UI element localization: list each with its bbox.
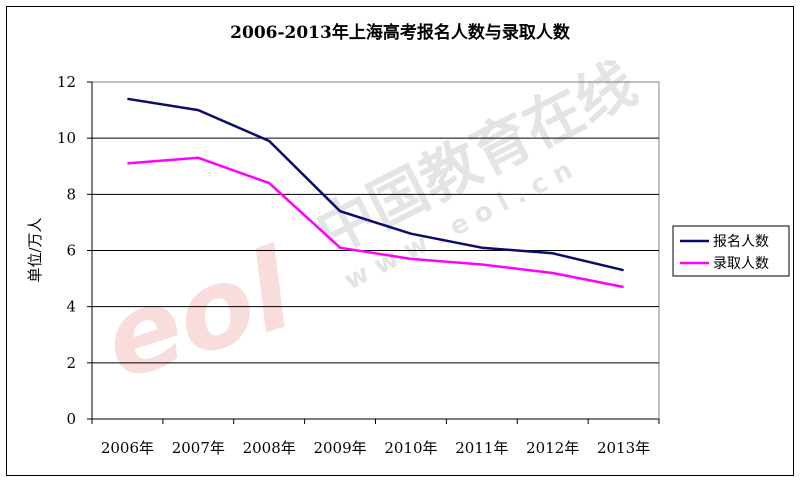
y-tick-label-0: 0 <box>66 410 76 428</box>
x-tick-label-1: 2007年 <box>172 439 225 457</box>
y-axis-label: 单位/万人 <box>26 217 44 282</box>
chart-title: 2006-2013年上海高考报名人数与录取人数 <box>230 22 571 43</box>
legend-box <box>672 225 790 277</box>
chart-frame <box>6 6 794 476</box>
x-tick-label-7: 2013年 <box>597 439 650 457</box>
y-tick-label-4: 4 <box>66 298 76 316</box>
series-lines <box>127 97 624 289</box>
y-tick-labels: 0 2 4 6 8 10 12 <box>57 73 76 428</box>
series-line-0 <box>127 97 624 272</box>
x-tick-label-5: 2011年 <box>455 439 508 457</box>
gridlines <box>87 81 660 424</box>
x-tick-label-2: 2008年 <box>243 439 296 457</box>
y-tick-label-8: 8 <box>66 185 76 203</box>
x-tick-label-3: 2009年 <box>313 439 366 457</box>
x-tick-label-6: 2012年 <box>526 439 579 457</box>
watermark: 中国教育在线 w w w . e o l . c n eol <box>88 49 646 405</box>
watermark-logo: eol <box>88 225 307 405</box>
legend: 报名人数 录取人数 <box>672 225 790 277</box>
y-tick-label-2: 2 <box>66 354 76 372</box>
x-tick-labels: 2006年 2007年 2008年 2009年 2010年 2011年 2012年 2013年 <box>101 439 650 457</box>
series-line-1 <box>127 156 624 289</box>
y-tick-label-10: 10 <box>57 129 76 147</box>
legend-label-luqu: 录取人数 <box>713 256 769 272</box>
y-tick-label-6: 6 <box>66 242 76 260</box>
x-tick-label-0: 2006年 <box>101 439 154 457</box>
legend-label-baoming: 报名人数 <box>713 234 769 250</box>
y-tick-label-12: 12 <box>57 73 76 91</box>
x-tick-label-4: 2010年 <box>384 439 437 457</box>
